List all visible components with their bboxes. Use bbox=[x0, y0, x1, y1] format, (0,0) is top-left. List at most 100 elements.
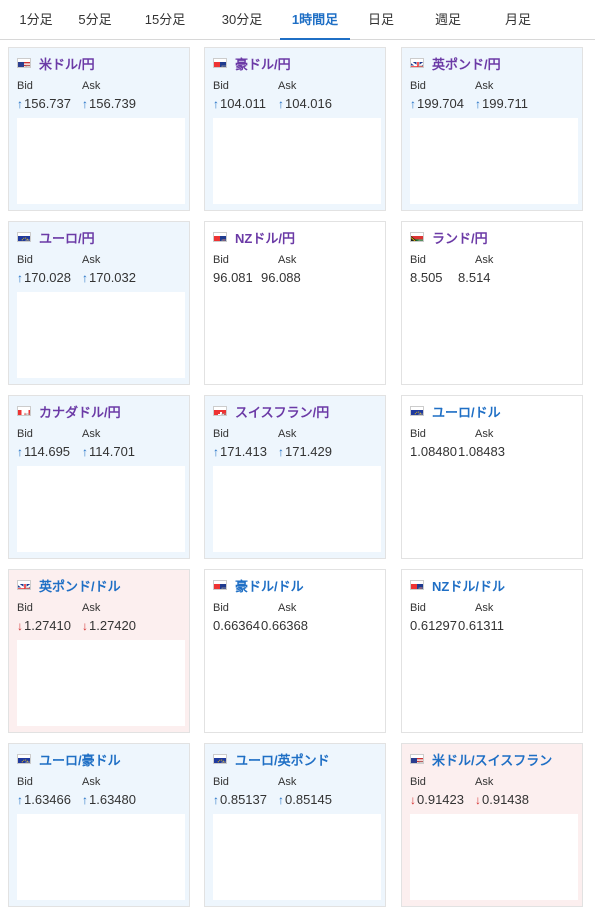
arrow-down-icon: ↓ bbox=[410, 793, 416, 807]
pair-name[interactable]: ユーロ/円 bbox=[39, 230, 95, 246]
bid-number: 0.66364 bbox=[213, 618, 260, 633]
pair-name[interactable]: 米ドル/円 bbox=[39, 56, 95, 72]
rate-card[interactable]: 104103.8103.612:0000:0013:00 豪ドル/円 Bid Ask ↑… bbox=[204, 47, 386, 211]
pair-name[interactable]: 米ドル/スイスフラン bbox=[432, 752, 553, 768]
ask-label: Ask bbox=[475, 602, 494, 614]
chart-frame bbox=[221, 761, 226, 763]
rate-card[interactable]: 0.6120.6112:0000:0013:00 NZドル/ドル Bid Ask 0.6… bbox=[401, 569, 583, 733]
tab-5[interactable]: 日足 bbox=[367, 12, 394, 27]
ask-number: 1.63480 bbox=[89, 792, 136, 807]
ask-value: ↑156.739 bbox=[82, 96, 136, 111]
candlestick-chart[interactable] bbox=[17, 118, 185, 204]
ask-value: 0.66368 bbox=[261, 618, 308, 633]
card-header: 0.9150.91412:0000:0013:00 米ドル/スイスフラン bbox=[410, 751, 553, 768]
candlestick-chart[interactable] bbox=[410, 118, 578, 204]
chart-frame bbox=[418, 761, 423, 763]
ask-label: Ask bbox=[278, 428, 297, 440]
pair-name[interactable]: 豪ドル/ドル bbox=[235, 578, 304, 594]
candlestick-chart[interactable] bbox=[410, 814, 578, 900]
ask-value: ↑170.032 bbox=[82, 270, 136, 285]
au-flag-icon: 0.6620.6612:0000:0013:00 bbox=[213, 580, 227, 590]
pair-name[interactable]: NZドル/円 bbox=[235, 230, 295, 246]
pair-name[interactable]: 英ポンド/円 bbox=[432, 56, 501, 72]
ask-number: 96.088 bbox=[261, 270, 301, 285]
arrow-up-icon: ↑ bbox=[213, 445, 219, 459]
gb-flag-icon: 200199.512:0000:0013:00 bbox=[410, 58, 424, 68]
candlestick-chart[interactable] bbox=[410, 640, 578, 726]
candlestick-chart[interactable] bbox=[213, 292, 381, 378]
candlestick-chart[interactable] bbox=[17, 814, 185, 900]
candlestick-chart[interactable] bbox=[213, 640, 381, 726]
card-header: 157156.812:0000:0013:00 米ドル/円 bbox=[17, 55, 95, 72]
rate-card[interactable]: 171.8171.6171.412:0000:0013:00 スイスフラン/円 Bi… bbox=[204, 395, 386, 559]
candlestick-chart[interactable] bbox=[213, 466, 381, 552]
arrow-up-icon: ↑ bbox=[82, 97, 88, 111]
tab-3[interactable]: 30分足 bbox=[221, 12, 263, 27]
rate-card[interactable]: 8.548.528.512:0000:0013:00 ランド/円 Bid Ask 8.5… bbox=[401, 221, 583, 385]
candlestick-chart[interactable] bbox=[410, 466, 578, 552]
rate-card[interactable]: 1.2741.2721.271.26812:0000:0013:00 英ポンド/ド… bbox=[8, 569, 190, 733]
ask-number: 114.701 bbox=[89, 444, 136, 459]
bid-label: Bid bbox=[17, 776, 33, 788]
pair-name[interactable]: ユーロ/英ポンド bbox=[235, 752, 330, 768]
chart-frame bbox=[221, 413, 226, 415]
rate-card[interactable]: 157156.812:0000:0013:00米ドル/円BidAsk↑156.7… bbox=[8, 47, 190, 211]
candlestick-chart[interactable] bbox=[17, 640, 185, 726]
bid-number: 1.08480 bbox=[410, 444, 457, 459]
candlestick-chart[interactable] bbox=[17, 466, 185, 552]
tab-7[interactable]: 月足 bbox=[504, 12, 531, 27]
ask-value: ↓0.91438 bbox=[475, 792, 529, 807]
pair-name[interactable]: ユーロ/豪ドル bbox=[39, 752, 121, 768]
arrow-up-icon: ↑ bbox=[278, 793, 284, 807]
ask-label: Ask bbox=[475, 254, 494, 266]
tab-0[interactable]: 1分足 bbox=[19, 12, 53, 27]
tab-6[interactable]: 週足 bbox=[434, 12, 461, 27]
ask-value: 8.514 bbox=[458, 270, 491, 285]
ask-value: ↑171.429 bbox=[278, 444, 332, 459]
ch-flag-icon: 171.8171.6171.412:0000:0013:00 bbox=[213, 406, 227, 416]
rate-card[interactable]: 9695.895.612:0000:0013:00 NZドル/円 Bid Ask 96.… bbox=[204, 221, 386, 385]
bid-value: 96.081 bbox=[213, 270, 253, 285]
pair-name[interactable]: カナダドル/円 bbox=[39, 404, 121, 420]
tab-1[interactable]: 5分足 bbox=[78, 12, 112, 27]
rate-card[interactable]: 170.4170.2170169.8169.612:0000:0013:00 ユー… bbox=[8, 221, 190, 385]
tab-2[interactable]: 15分足 bbox=[144, 12, 186, 27]
chart-frame bbox=[221, 239, 226, 241]
card-header: 1.0841.08212:0000:0013:00 ユーロ/ドル bbox=[410, 403, 501, 420]
ask-label: Ask bbox=[278, 254, 297, 266]
pair-name[interactable]: 豪ドル/円 bbox=[235, 56, 291, 72]
arrow-up-icon: ↑ bbox=[82, 793, 88, 807]
candlestick-chart[interactable] bbox=[17, 292, 185, 378]
rate-card[interactable]: 0.8530.85212:0000:0013:00 ユーロ/英ポンド Bid Ask ↑… bbox=[204, 743, 386, 907]
rate-card[interactable]: 115114.8114.6114.4114.212:0000:0013:00 カナ… bbox=[8, 395, 190, 559]
chart-frame bbox=[418, 239, 423, 241]
us-flag-icon: 157156.812:0000:0013:00 bbox=[17, 58, 31, 68]
bid-number: 8.505 bbox=[410, 270, 443, 285]
ask-number: 0.66368 bbox=[261, 618, 308, 633]
bid-number: 96.081 bbox=[213, 270, 253, 285]
rate-card[interactable]: 200199.512:0000:0013:00英ポンド/円BidAsk↑199.… bbox=[401, 47, 583, 211]
ask-label: Ask bbox=[278, 80, 297, 92]
pair-name[interactable]: 英ポンド/ドル bbox=[39, 578, 121, 594]
bid-value: ↓1.27410 bbox=[17, 618, 71, 633]
rate-card[interactable]: 0.6620.6612:0000:0013:00 豪ドル/ドル Bid Ask 0.66… bbox=[204, 569, 386, 733]
au-flag-icon: 104103.8103.612:0000:0013:00 bbox=[213, 58, 227, 68]
candlestick-chart[interactable] bbox=[213, 118, 381, 204]
pair-name[interactable]: ユーロ/ドル bbox=[432, 404, 501, 420]
rate-card[interactable]: 1.0841.08212:0000:0013:00 ユーロ/ドル Bid Ask 1.0… bbox=[401, 395, 583, 559]
tab-4[interactable]: 1時間足 bbox=[280, 0, 350, 40]
candlestick-chart[interactable] bbox=[410, 292, 578, 378]
rate-card[interactable]: 0.9150.91412:0000:0013:00 米ドル/スイスフラン Bid As… bbox=[401, 743, 583, 907]
pair-name[interactable]: NZドル/ドル bbox=[432, 578, 505, 594]
arrow-down-icon: ↓ bbox=[82, 619, 88, 633]
bid-value: ↑104.011 bbox=[213, 96, 266, 111]
bid-value: ↑171.413 bbox=[213, 444, 267, 459]
candlestick-chart[interactable] bbox=[213, 814, 381, 900]
rate-card[interactable]: 1.641.6381.63612:0000:0013:00 ユーロ/豪ドル Bid A… bbox=[8, 743, 190, 907]
chart-frame bbox=[418, 587, 423, 589]
chart-frame bbox=[418, 65, 423, 67]
bid-label: Bid bbox=[213, 80, 229, 92]
pair-name[interactable]: ランド/円 bbox=[432, 230, 488, 246]
pair-name[interactable]: スイスフラン/円 bbox=[235, 404, 330, 420]
bid-value: ↑0.85137 bbox=[213, 792, 267, 807]
